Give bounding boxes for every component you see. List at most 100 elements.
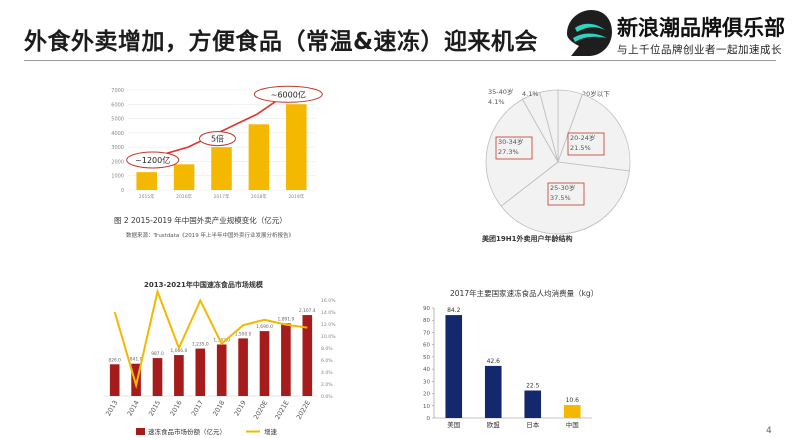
percapita-ytick: 30	[423, 379, 430, 385]
percapita-xtick: 中国	[566, 420, 579, 429]
frozen-right-ytick: 10.0%	[321, 334, 336, 340]
takeout-ytick: 1000	[111, 174, 124, 180]
frozen-xtick: 2014	[126, 399, 141, 417]
frozen-right-ytick: 2.0%	[321, 382, 333, 388]
takeout-xtick: 2015年	[139, 193, 155, 200]
takeout-xtick: 2019年	[288, 193, 304, 200]
frozen-growth-line	[113, 288, 308, 390]
frozen-xtick: 2016	[168, 399, 183, 417]
age-slice-value: 4.1%	[488, 98, 505, 106]
frozen-xtick: 2013	[104, 399, 119, 417]
takeout-ytick: 0	[121, 188, 124, 194]
takeout-xtick: 2018年	[251, 193, 267, 200]
frozen-right-ytick: 6.0%	[321, 358, 333, 364]
percapita-bar-label: 10.6	[566, 397, 580, 404]
takeout-caption: 图 2 2015-2019 年中国外卖产业规模变化（亿元）	[114, 216, 287, 225]
age-pie-chart: 20岁以下5.5%20-24岁21.5%25-30岁37.5%30-34岁27.…	[485, 87, 631, 235]
takeout-growth-arrow	[148, 90, 291, 160]
frozen-xtick: 2019	[233, 399, 248, 417]
age-pie-slice	[500, 161, 630, 235]
percapita-ytick: 40	[423, 367, 430, 373]
takeout-annotation-label: ~1200亿	[135, 155, 170, 165]
age-label-box	[567, 132, 605, 156]
frozen-combo-chart: 0.0% 2.0% 4.0% 6.0% 8.0% 10.0% 12.0% 14.0% 16.0%…	[104, 288, 336, 436]
takeout-ytick: 4000	[111, 131, 124, 137]
age-pie-slice	[539, 89, 559, 163]
takeout-bar	[136, 172, 157, 190]
percapita-bar	[484, 365, 502, 418]
takeout-xtick: 2017年	[214, 193, 230, 200]
age-slice-label: 35-40岁	[488, 87, 513, 96]
takeout-ytick: 7000	[111, 88, 124, 94]
age-label-box	[495, 136, 533, 160]
takeout-annotation-ellipse	[199, 131, 236, 147]
age-caption: 美团19H1外卖用户年龄结构	[482, 235, 573, 243]
percapita-ytick: 90	[423, 306, 430, 312]
frozen-legend-bar-label: 速冻食品市场份额（亿元）	[148, 427, 226, 436]
brand-name: 新浪潮品牌俱乐部	[617, 16, 785, 40]
age-slice-value: 37.5%	[550, 194, 571, 202]
frozen-bar-label: 1,342.0	[213, 337, 230, 343]
age-chart-panel: 20岁以下5.5%20-24岁21.5%25-30岁37.5%30-34岁27.…	[470, 80, 650, 245]
percapita-bar	[445, 315, 463, 418]
takeout-ytick: 2000	[111, 159, 124, 165]
frozen-bar	[302, 315, 313, 396]
takeout-annotation-ellipse	[126, 151, 180, 169]
takeout-bar	[286, 104, 307, 190]
frozen-chart-panel: 2013-2021年中国速冻食品市场规模 0.0% 2.0% 4.0% 6.0% 8.0…	[96, 278, 356, 438]
frozen-right-ytick: 14.0%	[321, 310, 336, 316]
frozen-bar	[216, 344, 227, 396]
frozen-right-ytick: 8.0%	[321, 346, 333, 352]
slide-title: 外食外卖增加，方便食品（常温&速冻）迎来机会	[24, 29, 539, 55]
frozen-legend-swatch-bar	[136, 428, 145, 435]
takeout-xtick: 2016年	[176, 193, 192, 200]
takeout-ytick: 3000	[111, 145, 124, 151]
percapita-ytick: 60	[423, 343, 430, 349]
takeout-bar-chart: 0 1000 2000 3000 4000 5000 6000 7000 2015年 2016年 2…	[111, 85, 323, 200]
frozen-bar	[238, 338, 248, 396]
percapita-ytick: 70	[423, 330, 430, 336]
frozen-bar-label: 1,235.0	[192, 342, 209, 348]
takeout-source: 数据来源：Trustdata《2019 年上半年中国外卖行业发展分析报告》	[126, 233, 294, 239]
percapita-chart-panel: 2017年主要国家速冻食品人均消费量（kg） 0 10 20 30 40 50 60 70 80…	[410, 288, 610, 438]
takeout-ytick: 5000	[111, 117, 124, 123]
age-slice-value: 27.3%	[498, 148, 519, 156]
age-slice-value: 21.5%	[570, 144, 591, 152]
frozen-xtick: 2018	[211, 399, 226, 417]
frozen-bar	[109, 364, 120, 396]
frozen-bar-label: 1,690.0	[256, 324, 273, 330]
percapita-bar-label: 22.5	[526, 383, 540, 390]
percapita-title: 2017年主要国家速冻食品人均消费量（kg）	[450, 289, 599, 298]
percapita-xtick: 欧盟	[487, 420, 501, 429]
takeout-chart-panel: 0 1000 2000 3000 4000 5000 6000 7000 2015年 2016年 2…	[100, 80, 330, 255]
percapita-bar-label: 42.6	[487, 358, 501, 365]
title-divider	[24, 60, 776, 61]
frozen-right-ytick: 4.0%	[321, 370, 333, 376]
frozen-bar-label: 826.0	[108, 357, 121, 363]
percapita-bar-label: 84.2	[447, 307, 461, 314]
percapita-bar	[524, 390, 542, 418]
takeout-bar	[173, 164, 195, 190]
age-pie-slice	[485, 98, 559, 207]
age-slice-label: 20-24岁	[570, 133, 595, 142]
frozen-bar-label: 1,066.0	[171, 348, 188, 354]
frozen-xtick: 2022E	[295, 399, 312, 421]
frozen-right-ytick: 12.0%	[321, 322, 336, 328]
percapita-bar	[563, 405, 581, 418]
takeout-bar	[211, 147, 232, 190]
frozen-bar	[281, 323, 291, 396]
percapita-ytick: 0	[427, 416, 431, 422]
age-slice-value: 4.1%	[522, 90, 539, 98]
percapita-xtick: 美国	[447, 420, 460, 429]
takeout-annotation-ellipse	[253, 85, 323, 103]
frozen-bar	[259, 331, 270, 396]
percapita-ytick: 10	[423, 404, 430, 410]
frozen-xtick: 2021E	[273, 399, 290, 421]
frozen-xtick: 2017	[190, 399, 205, 417]
percapita-ytick: 80	[423, 318, 430, 324]
frozen-xtick: 2020E	[252, 399, 269, 421]
frozen-bar-label: 987.0	[151, 351, 164, 357]
takeout-annotation-label: 5倍	[211, 134, 224, 144]
age-label-box	[547, 182, 585, 206]
frozen-xtick: 2015	[147, 399, 162, 417]
